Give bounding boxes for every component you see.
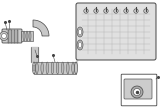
Bar: [11, 29, 12, 42]
Circle shape: [134, 9, 138, 13]
Circle shape: [124, 9, 128, 13]
Circle shape: [84, 9, 88, 13]
Ellipse shape: [67, 62, 69, 74]
Circle shape: [131, 86, 143, 98]
FancyBboxPatch shape: [124, 79, 152, 99]
Circle shape: [133, 88, 140, 96]
Ellipse shape: [29, 31, 31, 41]
Ellipse shape: [79, 42, 81, 48]
Ellipse shape: [26, 31, 28, 41]
Polygon shape: [33, 20, 49, 36]
Ellipse shape: [61, 62, 64, 74]
Bar: [13, 29, 15, 42]
Bar: [16, 29, 17, 42]
Ellipse shape: [23, 31, 25, 41]
Circle shape: [114, 9, 118, 13]
FancyBboxPatch shape: [121, 74, 157, 106]
Ellipse shape: [56, 62, 59, 74]
FancyBboxPatch shape: [2, 29, 22, 43]
Ellipse shape: [75, 62, 77, 74]
Ellipse shape: [51, 62, 54, 74]
Bar: [21, 31, 33, 41]
FancyBboxPatch shape: [76, 3, 156, 60]
Ellipse shape: [46, 62, 48, 74]
Circle shape: [104, 9, 108, 13]
Ellipse shape: [79, 29, 81, 35]
Circle shape: [144, 9, 148, 13]
Bar: [34, 62, 76, 74]
Circle shape: [94, 9, 98, 13]
Circle shape: [0, 31, 8, 41]
Ellipse shape: [33, 65, 35, 71]
Ellipse shape: [77, 40, 83, 50]
Ellipse shape: [72, 62, 74, 74]
Ellipse shape: [41, 62, 43, 74]
Ellipse shape: [32, 62, 36, 74]
Ellipse shape: [77, 27, 83, 37]
Circle shape: [1, 33, 7, 39]
Ellipse shape: [36, 62, 38, 74]
